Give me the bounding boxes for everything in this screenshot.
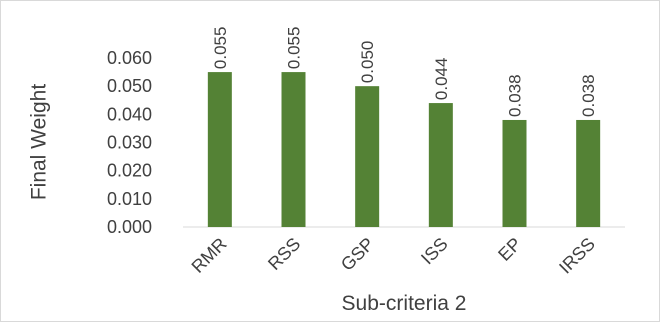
- x-tick-label-rss: RSS: [264, 234, 304, 274]
- data-label-rss: 0.055: [285, 27, 304, 70]
- data-label-irss: 0.038: [579, 74, 598, 117]
- data-label-ep: 0.038: [506, 74, 525, 117]
- y-tick-label: 0.040: [107, 104, 152, 124]
- x-tick-label-rmr: RMR: [188, 234, 231, 277]
- bar-irss: [576, 119, 601, 227]
- y-tick-label: 0.060: [107, 48, 152, 68]
- data-label-rmr: 0.055: [211, 27, 230, 70]
- y-tick-label: 0.010: [107, 189, 152, 209]
- x-axis-ticks: RMR RSS GSP ISS EP IRSS: [188, 234, 599, 278]
- bar-ep: [502, 119, 527, 227]
- data-labels-group: 0.055 0.055 0.050 0.044 0.038 0.038: [211, 27, 598, 117]
- data-label-iss: 0.044: [432, 58, 451, 101]
- y-axis-ticks: 0.000 0.010 0.020 0.030 0.040 0.050 0.060: [107, 48, 152, 237]
- bar-iss: [428, 103, 453, 227]
- y-tick-label: 0.030: [107, 133, 152, 153]
- data-label-gsp: 0.050: [358, 41, 377, 84]
- y-axis-title: Final Weight: [28, 84, 51, 200]
- bar-rss: [281, 72, 306, 227]
- y-tick-label: 0.000: [107, 217, 152, 237]
- x-tick-label-ep: EP: [494, 234, 525, 265]
- bar-rmr: [207, 72, 232, 227]
- x-tick-label-gsp: GSP: [337, 234, 378, 275]
- x-axis-title: Sub-criteria 2: [342, 292, 467, 315]
- x-tick-label-irss: IRSS: [555, 234, 599, 278]
- bar-gsp: [355, 86, 380, 228]
- x-tick-label-iss: ISS: [417, 234, 452, 269]
- y-tick-label: 0.050: [107, 76, 152, 96]
- bars-group: [207, 72, 601, 228]
- y-tick-label: 0.020: [107, 161, 152, 181]
